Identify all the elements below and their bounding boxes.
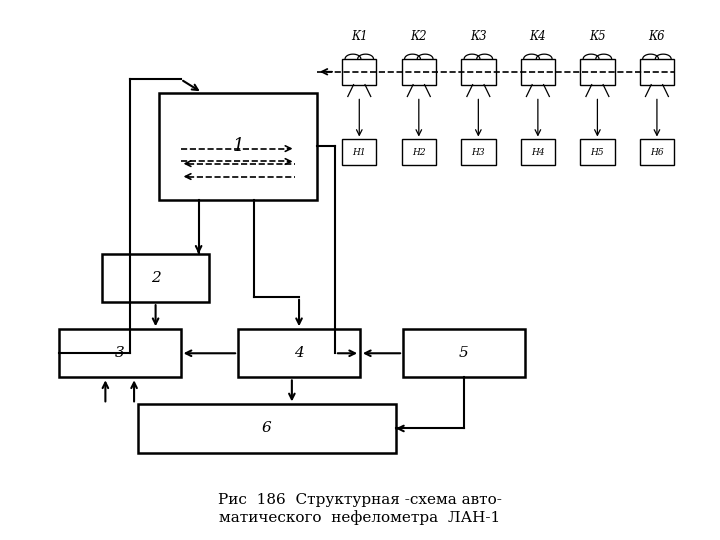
Text: К1: К1 bbox=[351, 30, 368, 43]
Text: К2: К2 bbox=[410, 30, 427, 43]
Bar bbox=[521, 59, 555, 85]
Text: К4: К4 bbox=[529, 30, 546, 43]
Bar bbox=[102, 254, 210, 302]
Text: 2: 2 bbox=[150, 271, 161, 285]
Bar bbox=[403, 329, 525, 377]
Bar bbox=[461, 59, 495, 85]
Bar bbox=[238, 329, 360, 377]
Bar bbox=[59, 329, 181, 377]
Bar bbox=[580, 139, 615, 165]
Text: 3: 3 bbox=[115, 346, 125, 360]
Bar bbox=[342, 139, 377, 165]
Text: Н5: Н5 bbox=[590, 148, 604, 157]
Bar bbox=[402, 59, 436, 85]
Bar bbox=[138, 404, 396, 453]
Text: Н1: Н1 bbox=[353, 148, 366, 157]
Bar bbox=[159, 93, 317, 200]
Text: Н6: Н6 bbox=[650, 148, 664, 157]
Text: 5: 5 bbox=[459, 346, 469, 360]
Text: 6: 6 bbox=[262, 422, 271, 435]
Text: Н4: Н4 bbox=[531, 148, 545, 157]
Text: К6: К6 bbox=[649, 30, 665, 43]
Bar bbox=[521, 139, 555, 165]
Bar bbox=[342, 59, 377, 85]
Bar bbox=[639, 59, 674, 85]
Bar bbox=[580, 59, 615, 85]
Bar bbox=[639, 139, 674, 165]
Text: 1: 1 bbox=[233, 138, 244, 156]
Text: К3: К3 bbox=[470, 30, 487, 43]
Text: Н3: Н3 bbox=[472, 148, 485, 157]
Bar bbox=[402, 139, 436, 165]
Text: 4: 4 bbox=[294, 346, 304, 360]
Text: Н2: Н2 bbox=[412, 148, 426, 157]
Text: Рис  186  Структурная -схема авто-
матического  нефелометра  ЛАН-1: Рис 186 Структурная -схема авто- матичес… bbox=[218, 494, 502, 525]
Bar bbox=[461, 139, 495, 165]
Text: К5: К5 bbox=[589, 30, 606, 43]
